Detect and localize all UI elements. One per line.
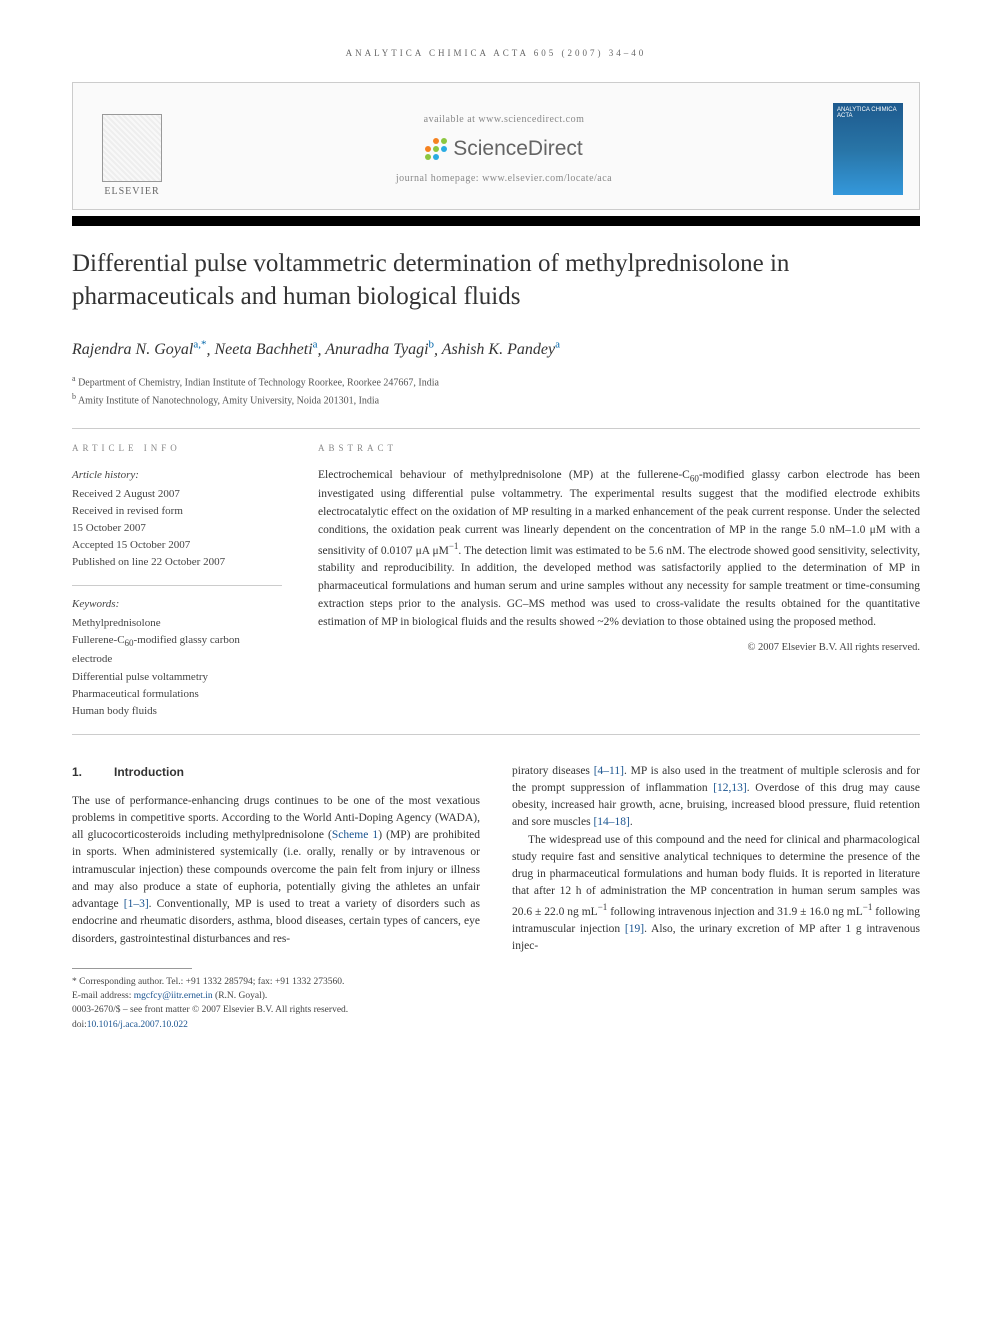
- author: Ashish K. Pandeya: [442, 341, 560, 358]
- citation-link[interactable]: Scheme 1: [332, 829, 378, 841]
- section-title: Introduction: [114, 763, 184, 781]
- info-abstract-row: ARTICLE INFO Article history: Received 2…: [72, 443, 920, 720]
- journal-homepage-text: journal homepage: www.elsevier.com/locat…: [396, 173, 612, 184]
- citation-link[interactable]: [4–11]: [594, 765, 624, 777]
- article-info-label: ARTICLE INFO: [72, 443, 282, 453]
- section-heading: 1. Introduction: [72, 763, 480, 781]
- abstract-label: ABSTRACT: [318, 443, 920, 453]
- sciencedirect-logo[interactable]: ScienceDirect: [425, 137, 583, 161]
- keywords-block: Keywords: Methylprednisolone Fullerene-C…: [72, 596, 282, 719]
- author: Neeta Bachhetia: [214, 341, 317, 358]
- article-info-column: ARTICLE INFO Article history: Received 2…: [72, 443, 282, 720]
- journal-cover-thumbnail: ANALYTICA CHIMICA ACTA: [833, 103, 903, 195]
- author: Rajendra N. Goyala,*: [72, 341, 206, 358]
- sciencedirect-wordmark: ScienceDirect: [453, 137, 583, 161]
- article-title: Differential pulse voltammetric determin…: [72, 248, 920, 313]
- keyword: Fullerene-C60-modified glassy carbon ele…: [72, 632, 282, 668]
- elsevier-logo: ELSEVIER: [89, 101, 175, 197]
- citation-link[interactable]: [14–18]: [593, 816, 629, 828]
- keyword: Methylprednisolone: [72, 615, 282, 632]
- paragraph: piratory diseases [4–11]. MP is also use…: [512, 763, 920, 832]
- affiliation: a Department of Chemistry, Indian Instit…: [72, 373, 920, 390]
- available-at-text: available at www.sciencedirect.com: [424, 114, 585, 125]
- running-head: ANALYTICA CHIMICA ACTA 605 (2007) 34–40: [72, 48, 920, 58]
- header-center: available at www.sciencedirect.com Scien…: [175, 114, 833, 184]
- elsevier-wordmark: ELSEVIER: [104, 186, 159, 197]
- title-divider-bar: [72, 216, 920, 226]
- affiliation: b Amity Institute of Nanotechnology, Ami…: [72, 391, 920, 408]
- keyword: Differential pulse voltammetry: [72, 669, 282, 686]
- email-link[interactable]: mgcfcy@iitr.ernet.in: [134, 991, 213, 1001]
- article-history: Article history: Received 2 August 2007 …: [72, 467, 282, 571]
- sciencedirect-dots-icon: [425, 138, 447, 160]
- paragraph: The widespread use of this compound and …: [512, 832, 920, 956]
- body-text-columns: 1. Introduction The use of performance-e…: [72, 763, 920, 1032]
- body-column-right: piratory diseases [4–11]. MP is also use…: [512, 763, 920, 1032]
- abstract-column: ABSTRACT Electrochemical behaviour of me…: [318, 443, 920, 720]
- keyword: Pharmaceutical formulations: [72, 686, 282, 703]
- email-line: E-mail address: mgcfcy@iitr.ernet.in (R.…: [72, 989, 480, 1003]
- section-number: 1.: [72, 763, 82, 781]
- citation-link[interactable]: [1–3]: [124, 898, 149, 910]
- paragraph: The use of performance-enhancing drugs c…: [72, 793, 480, 948]
- affiliations: a Department of Chemistry, Indian Instit…: [72, 373, 920, 408]
- author-list: Rajendra N. Goyala,*, Neeta Bachhetia, A…: [72, 339, 920, 359]
- divider: [72, 428, 920, 429]
- doi-line: doi:10.1016/j.aca.2007.10.022: [72, 1018, 480, 1032]
- abstract-text: Electrochemical behaviour of methylpredn…: [318, 467, 920, 632]
- header-banner: ELSEVIER available at www.sciencedirect.…: [72, 82, 920, 210]
- author: Anuradha Tyagib: [325, 341, 434, 358]
- divider: [72, 734, 920, 735]
- citation-link[interactable]: [19]: [625, 923, 644, 935]
- abstract-copyright: © 2007 Elsevier B.V. All rights reserved…: [318, 642, 920, 653]
- footnotes: * Corresponding author. Tel.: +91 1332 2…: [72, 975, 480, 1032]
- footnote-separator: [72, 968, 192, 969]
- citation-link[interactable]: [12,13]: [713, 782, 747, 794]
- divider: [72, 585, 282, 586]
- elsevier-tree-icon: [102, 114, 162, 182]
- doi-link[interactable]: 10.1016/j.aca.2007.10.022: [87, 1020, 188, 1030]
- corresponding-author: * Corresponding author. Tel.: +91 1332 2…: [72, 975, 480, 989]
- copyright-line: 0003-2670/$ – see front matter © 2007 El…: [72, 1003, 480, 1017]
- keyword: Human body fluids: [72, 703, 282, 720]
- body-column-left: 1. Introduction The use of performance-e…: [72, 763, 480, 1032]
